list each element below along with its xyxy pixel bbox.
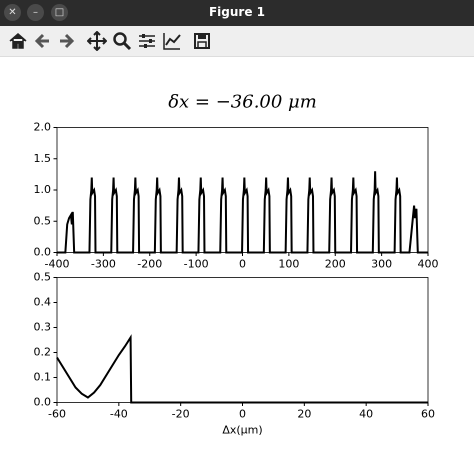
zoom-button[interactable] xyxy=(112,31,132,51)
x-tick-label: 0 xyxy=(239,408,246,421)
y-tick-label: 0.0 xyxy=(34,246,52,259)
y-tick-label: 0.2 xyxy=(34,346,52,359)
figure: δx = −36.00 μm0.00.51.01.52.0-400 -300 -20… xyxy=(34,92,439,437)
window: ✕ – □ Figure 1 δx = −36.00 μm 0.0 0.5 1.0 1.… xyxy=(0,0,474,437)
x-tick-label: 40 xyxy=(359,408,373,421)
x-tick-label: 400 xyxy=(418,258,439,271)
x-tick-label: 100 xyxy=(278,258,299,271)
x-tick-label: -300 xyxy=(91,258,116,271)
x-tick-label: -100 xyxy=(184,258,209,271)
save-button[interactable] xyxy=(192,31,212,51)
minimize-button[interactable]: – xyxy=(27,4,44,21)
y-tick-label: 0.5 xyxy=(34,271,52,284)
back-button[interactable] xyxy=(33,31,53,51)
y-tick-label: 1.0 xyxy=(34,183,52,196)
axes-frame xyxy=(56,277,429,403)
close-button[interactable]: ✕ xyxy=(4,4,21,21)
x-tick-label: -20 xyxy=(172,408,190,421)
maximize-button[interactable]: □ xyxy=(51,4,68,21)
x-tick-label: -40 xyxy=(110,408,128,421)
x-tick-label: 60 xyxy=(421,408,435,421)
data-line xyxy=(56,334,428,404)
x-tick-label: -200 xyxy=(137,258,162,271)
y-tick-label: 0.1 xyxy=(34,371,52,384)
x-tick-label: -60 xyxy=(48,408,66,421)
title-bar: ✕ – □ Figure 1 xyxy=(0,0,474,26)
x-axis-label: Δx(μm) xyxy=(222,424,262,437)
window-title: Figure 1 xyxy=(208,5,266,19)
pan-button[interactable] xyxy=(87,31,107,51)
y-tick-label: 0.5 xyxy=(34,214,52,227)
y-tick-label: 0.0 xyxy=(34,396,52,409)
x-tick-label: 0 xyxy=(239,258,246,271)
x-tick-label: 20 xyxy=(297,408,311,421)
x-tick-label: 300 xyxy=(371,258,392,271)
edit-axes-button[interactable] xyxy=(162,31,182,51)
y-tick-label: 0.4 xyxy=(34,296,52,309)
home-button[interactable] xyxy=(8,31,28,51)
subplots-button[interactable] xyxy=(137,31,157,51)
chart-title: δx = −36.00 μm xyxy=(168,92,317,113)
y-tick-label: 1.5 xyxy=(34,152,52,165)
y-tick-label: 0.3 xyxy=(34,321,52,334)
y-tick-label: 2.0 xyxy=(34,121,52,134)
forward-button[interactable] xyxy=(56,31,76,51)
data-line xyxy=(57,171,428,254)
x-tick-label: 200 xyxy=(325,258,346,271)
x-tick-label: -400 xyxy=(45,258,70,271)
axes-frame xyxy=(56,127,429,253)
toolbar xyxy=(0,26,474,57)
